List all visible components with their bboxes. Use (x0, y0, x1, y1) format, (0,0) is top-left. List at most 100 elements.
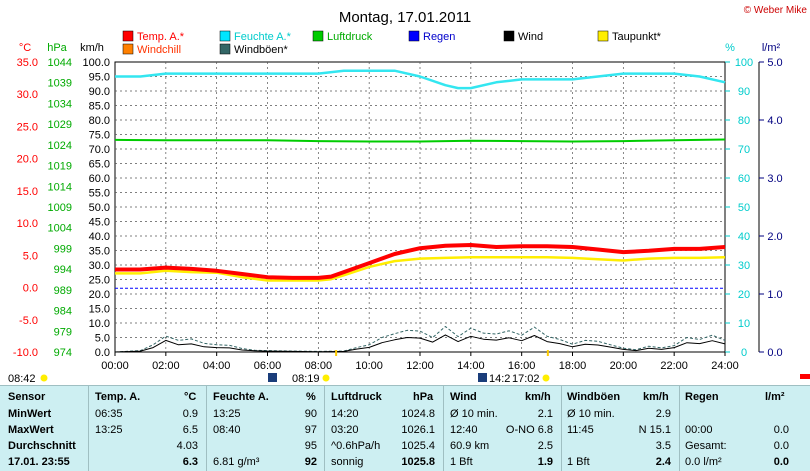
header-humidity-unit: % (306, 391, 316, 403)
wind-tick-label: 95.0 (89, 72, 110, 84)
wind-tick-label: 45.0 (89, 217, 110, 229)
pressure-tick-label: 1019 (48, 161, 72, 173)
wind-tick-label: 15.0 (89, 304, 110, 316)
table-cell-value: 6.5 (182, 424, 198, 436)
table-cell-value: 1024.8 (401, 408, 435, 420)
table-cell-value: 95 (304, 440, 317, 452)
table-cell-value: N 15.1 (638, 424, 671, 436)
table-cell-key: Ø 10 min. (567, 408, 615, 420)
table-divider (561, 385, 562, 471)
series-line (114, 138, 726, 143)
series-line (115, 69, 726, 90)
header-rain: Regen (685, 391, 719, 403)
series-line (115, 256, 726, 282)
table-cell-key: Ø 10 min. (450, 408, 498, 420)
table-divider (88, 385, 89, 471)
rain-tick-label: 1.0 (767, 289, 782, 301)
table-cell-key: 06:35 (95, 408, 123, 420)
temp-tick-label: -10.0 (13, 347, 38, 359)
temp-tick-label: 35.0 (17, 57, 38, 69)
header-temp: Temp. A. (95, 391, 141, 403)
humidity-tick-label: 0 (741, 347, 747, 359)
table-cell-key: 14:20 (331, 408, 359, 420)
table-cell-value: 0.0 (773, 440, 789, 452)
series-line (114, 326, 726, 353)
wind-axis-unit: km/h (80, 42, 104, 54)
moon-time-label: 08:19 (292, 373, 320, 385)
temp-tick-label: 0.0 (23, 283, 38, 295)
table-cell-key: 1 Bft (450, 456, 473, 468)
rain-tick-label: 0.0 (767, 347, 782, 359)
x-tick-label: 10:00 (355, 360, 383, 372)
header-pressure-unit: hPa (413, 391, 434, 403)
x-tick-label: 00:00 (101, 360, 129, 372)
header-wind-unit: km/h (525, 391, 551, 403)
table-cell-key: 00:00 (685, 424, 713, 436)
wind-tick-label: 5.0 (95, 333, 110, 345)
humidity-tick-label: 100 (735, 57, 753, 69)
temp-tick-label: -5.0 (19, 315, 38, 327)
series-line (115, 243, 726, 280)
legend-swatch (597, 30, 609, 42)
table-divider (206, 385, 207, 471)
wind-tick-label: 25.0 (89, 275, 110, 287)
rain-tick-label: 5.0 (767, 57, 782, 69)
table-divider (324, 385, 325, 471)
series-line (114, 334, 726, 353)
legend-swatch (408, 30, 420, 42)
table-cell-key: 08:40 (213, 424, 241, 436)
pressure-tick-label: 1009 (48, 202, 72, 214)
table-cell-key: 60.9 km (450, 440, 490, 452)
sun-time-label: 08:42 (8, 373, 36, 385)
table-cell-key: Gesamt: (685, 440, 727, 452)
legend-label: Taupunkt* (612, 31, 662, 43)
table-cell-value: 1025.4 (401, 440, 435, 452)
table-cell-value: 0.9 (182, 408, 198, 420)
row-label: MinWert (8, 408, 52, 420)
table-divider (443, 385, 444, 471)
temp-tick-label: 20.0 (17, 154, 38, 166)
wind-tick-label: 90.0 (89, 86, 110, 98)
legend-label: Temp. A.* (137, 31, 185, 43)
humidity-tick-label: 10 (738, 318, 750, 330)
wind-tick-label: 0.0 (95, 347, 110, 359)
wind-tick-label: 75.0 (89, 130, 110, 142)
temp-axis-unit: °C (19, 42, 31, 54)
legend-swatch (312, 30, 324, 42)
humidity-tick-label: 20 (738, 289, 750, 301)
table-cell-value: 90 (304, 408, 317, 420)
table-cell-value: O-NO 6.8 (505, 424, 553, 436)
humidity-axis-unit: % (725, 42, 735, 54)
table-cell-key: 0.0 l/m² (685, 456, 722, 468)
humidity-tick-label: 30 (738, 260, 750, 272)
legend-swatch (122, 43, 134, 55)
legend-label: Regen (423, 31, 455, 43)
pressure-tick-label: 1024 (48, 140, 72, 152)
summary-table (0, 385, 810, 471)
sun-time-label: 17:02 (512, 373, 540, 385)
table-cell-key: 12:40 (450, 424, 478, 436)
table-cell-value: 0.0 (773, 424, 789, 436)
table-cell-value: 1025.8 (401, 456, 435, 468)
x-tick-label: 18:00 (559, 360, 587, 372)
wind-tick-label: 35.0 (89, 246, 110, 258)
humidity-tick-label: 80 (738, 115, 750, 127)
table-cell-key: sonnig (331, 456, 364, 468)
wind-tick-label: 85.0 (89, 101, 110, 113)
table-cell-value: 2.4 (655, 456, 671, 468)
header-rain-unit: l/m² (765, 391, 785, 403)
header-gust-unit: km/h (643, 391, 669, 403)
temp-tick-label: 25.0 (17, 121, 38, 133)
table-cell-value: 1.9 (537, 456, 553, 468)
pressure-tick-label: 1039 (48, 78, 72, 90)
row-label: MaxWert (8, 424, 54, 436)
wind-tick-label: 65.0 (89, 159, 110, 171)
row-label: Durchschnitt (8, 440, 76, 452)
table-cell-key: ^0.6hPa/h (331, 440, 381, 452)
x-tick-label: 20:00 (610, 360, 638, 372)
x-tick-label: 02:00 (152, 360, 180, 372)
table-top-border (0, 385, 810, 386)
temp-tick-label: 15.0 (17, 186, 38, 198)
chart-title: Montag, 17.01.2011 (339, 9, 471, 26)
humidity-tick-label: 90 (738, 86, 750, 98)
